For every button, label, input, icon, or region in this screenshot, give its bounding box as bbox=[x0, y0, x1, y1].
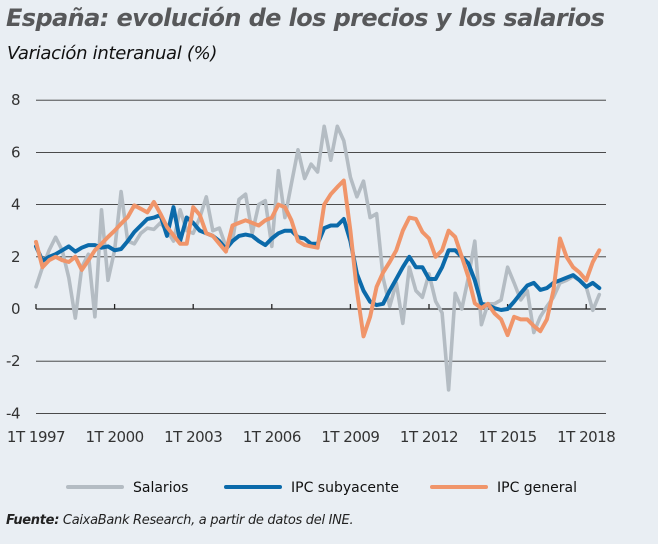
chart-title: España: evolución de los precios y los s… bbox=[6, 4, 605, 32]
source-note: Fuente: CaixaBank Research, a partir de … bbox=[6, 513, 354, 528]
x-tick-label: 1T 2006 bbox=[243, 428, 301, 446]
legend: Salarios IPC subyacente IPC general bbox=[66, 480, 577, 496]
chart-subtitle: Variación interanual (%) bbox=[7, 43, 218, 64]
series-line-ipc-general bbox=[34, 178, 602, 339]
y-tick-label: 8 bbox=[11, 91, 20, 109]
y-tick-label: 4 bbox=[11, 196, 20, 214]
y-tick-label: 6 bbox=[11, 143, 20, 161]
y-axis-ticks: 8 6 4 2 0 -2 -4 bbox=[6, 91, 20, 422]
x-tick-label: 1T 2012 bbox=[400, 428, 458, 446]
x-tick-label: 1T 2018 bbox=[557, 428, 615, 446]
y-tick-label: -2 bbox=[6, 352, 20, 370]
legend-label-ipc-general: IPC general bbox=[497, 480, 577, 496]
source-text: CaixaBank Research, a partir de datos de… bbox=[59, 513, 354, 528]
y-tick-label: 0 bbox=[11, 300, 20, 318]
x-tick-label: 1T 2009 bbox=[321, 428, 379, 446]
x-tick-label: 1T 2003 bbox=[164, 428, 222, 446]
x-axis-ticks: 1T 1997 1T 2000 1T 2003 1T 2006 1T 2009 1T 20… bbox=[7, 304, 616, 446]
series-lines bbox=[34, 124, 602, 392]
y-tick-label: -4 bbox=[6, 404, 20, 422]
x-tick-label: 1T 2000 bbox=[86, 428, 144, 446]
legend-label-salarios: Salarios bbox=[133, 480, 188, 496]
x-tick-label: 1T 2015 bbox=[479, 428, 537, 446]
series-line-salarios bbox=[34, 124, 602, 392]
source-label: Fuente: bbox=[6, 513, 60, 528]
y-tick-label: 2 bbox=[11, 248, 20, 266]
x-tick-label: 1T 1997 bbox=[7, 428, 65, 446]
legend-label-ipc-subyacente: IPC subyacente bbox=[291, 480, 399, 496]
